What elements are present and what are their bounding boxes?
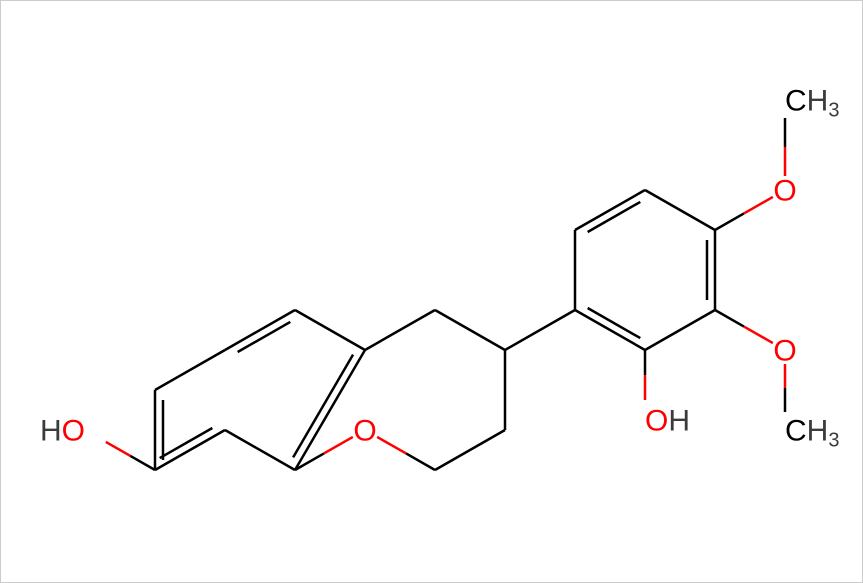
atom-label-C4: CH3: [785, 85, 839, 122]
atom-label-O2: OH: [645, 405, 690, 438]
atom-label-A5: O: [353, 415, 376, 448]
atom-label-C3: CH3: [785, 415, 839, 452]
atom-label-O4: O: [773, 175, 796, 208]
labels-layer: HO O OH O CH3 O CH3: [40, 85, 839, 452]
atom-label-O3: O: [773, 335, 796, 368]
molecule-diagram: HO O OH O CH3 O CH3: [0, 0, 863, 583]
canvas-border: [1, 1, 863, 583]
atom-label-A1: HO: [40, 415, 85, 448]
